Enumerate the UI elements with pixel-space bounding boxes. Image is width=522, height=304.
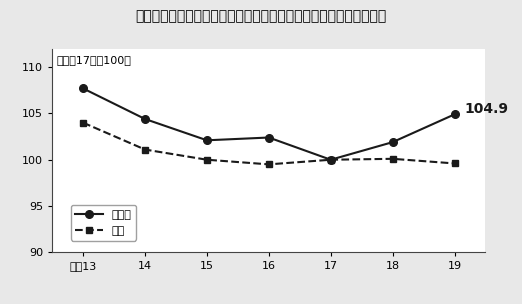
Text: 104.9: 104.9 (464, 102, 508, 116)
Text: 図－１　賃金指数「現金給与総額」の推移（事業所規模５人以上）: 図－１ 賃金指数「現金給与総額」の推移（事業所規模５人以上） (135, 9, 387, 23)
Text: 「平成17年＝100」: 「平成17年＝100」 (56, 55, 132, 65)
Legend: 岐阜県, 全国: 岐阜県, 全国 (71, 205, 136, 241)
